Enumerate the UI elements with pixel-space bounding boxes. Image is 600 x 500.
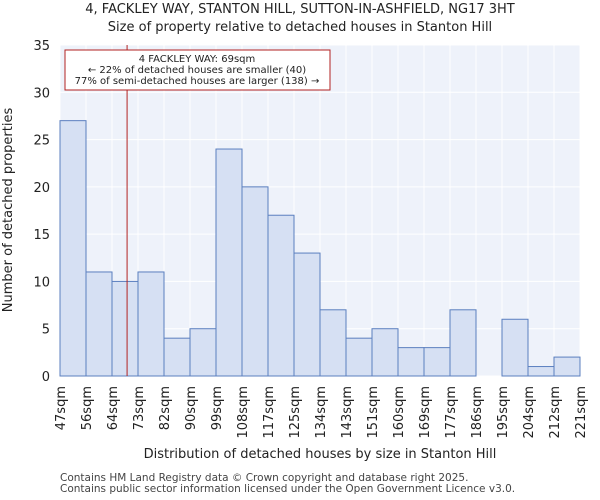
footer-line-1: Contains HM Land Registry data © Crown c… bbox=[60, 472, 469, 484]
y-tick-label: 30 bbox=[33, 86, 50, 101]
y-tick-label: 35 bbox=[33, 39, 50, 54]
bar bbox=[319, 309, 347, 377]
bar bbox=[215, 148, 243, 377]
x-tick-label: 195sqm bbox=[496, 386, 511, 439]
bars bbox=[59, 120, 581, 377]
bar bbox=[163, 337, 191, 377]
annotation-line: ← 22% of detached houses are smaller (40… bbox=[88, 65, 306, 76]
x-tick-label: 212sqm bbox=[548, 386, 563, 439]
x-tick-label: 151sqm bbox=[366, 386, 381, 439]
x-tick-label: 177sqm bbox=[444, 386, 459, 439]
y-tick-label: 25 bbox=[33, 134, 50, 149]
bar bbox=[449, 309, 477, 377]
x-tick-label: 160sqm bbox=[392, 386, 407, 439]
x-tick-label: 47sqm bbox=[54, 386, 69, 430]
footer-line-2: Contains public sector information licen… bbox=[60, 483, 516, 495]
bar bbox=[241, 186, 269, 377]
bar bbox=[423, 347, 451, 377]
y-tick-label: 10 bbox=[33, 275, 50, 290]
y-axis-label: Number of detached properties bbox=[1, 108, 16, 313]
bar bbox=[59, 120, 87, 377]
x-tick-label: 90sqm bbox=[184, 386, 199, 430]
bar bbox=[345, 337, 373, 377]
y-tick-label: 20 bbox=[33, 181, 50, 196]
annotation-line: 77% of semi-detached houses are larger (… bbox=[75, 76, 320, 87]
x-tick-label: 73sqm bbox=[132, 386, 147, 430]
x-tick-label: 186sqm bbox=[470, 386, 485, 439]
annotation-line: 4 FACKLEY WAY: 69sqm bbox=[139, 54, 256, 65]
x-tick-label: 204sqm bbox=[522, 386, 537, 439]
x-tick-label: 108sqm bbox=[236, 386, 251, 439]
y-ticks: 0 5 10 15 20 25 30 35 bbox=[33, 39, 50, 385]
y-tick-label: 0 bbox=[42, 370, 50, 385]
x-tick-label: 64sqm bbox=[106, 386, 121, 430]
x-tick-label: 221sqm bbox=[574, 386, 589, 439]
bar bbox=[111, 280, 139, 377]
bar bbox=[527, 366, 555, 377]
x-axis-label: Distribution of detached houses by size … bbox=[144, 447, 497, 462]
bar bbox=[137, 271, 165, 377]
y-tick-label: 15 bbox=[33, 228, 50, 243]
y-tick-label: 5 bbox=[42, 323, 50, 338]
bar bbox=[293, 252, 321, 377]
x-tick-label: 56sqm bbox=[80, 386, 95, 430]
x-ticks: 47sqm 56sqm 64sqm 73sqm 82sqm 90sqm 99sqm 108sq… bbox=[54, 386, 589, 439]
x-tick-label: 82sqm bbox=[158, 386, 173, 430]
chart-subtitle: Size of property relative to detached ho… bbox=[108, 20, 492, 35]
annotation: 4 FACKLEY WAY: 69sqm← 22% of detached ho… bbox=[64, 49, 331, 91]
annotation-box bbox=[64, 49, 331, 91]
x-tick-label: 134sqm bbox=[314, 386, 329, 439]
x-tick-label: 143sqm bbox=[340, 386, 355, 439]
bar bbox=[189, 328, 217, 377]
x-tick-label: 117sqm bbox=[262, 386, 277, 439]
x-tick-label: 99sqm bbox=[210, 386, 225, 430]
bar bbox=[553, 356, 581, 377]
x-tick-label: 169sqm bbox=[418, 386, 433, 439]
bar bbox=[501, 318, 529, 377]
bar bbox=[397, 347, 425, 377]
chart-title: 4, FACKLEY WAY, STANTON HILL, SUTTON-IN-… bbox=[85, 2, 515, 17]
bar bbox=[267, 214, 295, 377]
bar bbox=[85, 271, 113, 377]
x-tick-label: 125sqm bbox=[288, 386, 303, 439]
bar bbox=[371, 328, 399, 377]
